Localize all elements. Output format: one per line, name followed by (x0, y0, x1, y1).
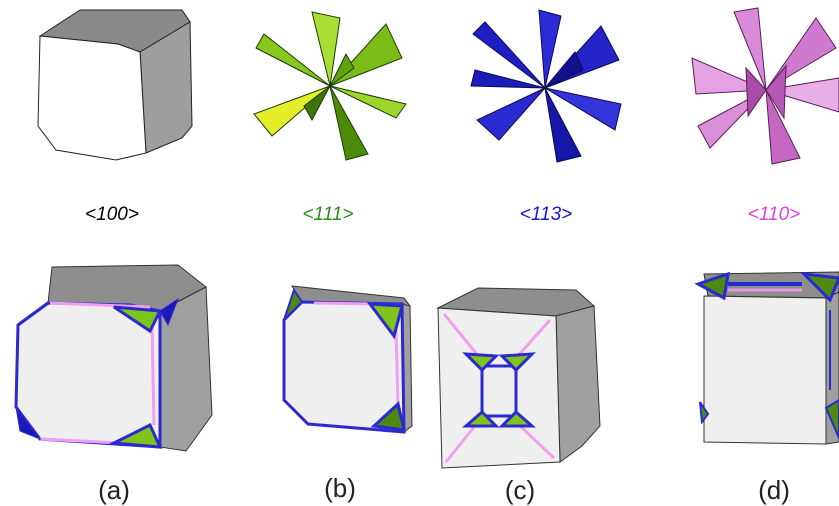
crystal-a-facet (113, 305, 163, 334)
star-110-blade (765, 89, 801, 165)
star-110-blade (745, 66, 767, 118)
star-113-blade (470, 69, 546, 89)
star-113-blade (544, 51, 584, 89)
star-110-blade (765, 64, 787, 120)
star-113-blade (472, 21, 546, 89)
panel-label-c: (c) (504, 475, 536, 505)
crystal-c-edge (516, 422, 556, 460)
star-111-blade (329, 85, 369, 161)
cube-100-front-face (37, 35, 147, 161)
crystal-a-facet (15, 406, 42, 441)
star-113-blade (476, 87, 546, 141)
crystal-c-inner-square (480, 364, 518, 418)
star-113-shape (470, 9, 622, 163)
crystal-a-edge (150, 324, 156, 426)
panel-label-a: (a) (98, 475, 130, 505)
crystal-b (282, 285, 413, 434)
star-113-blade (544, 87, 622, 131)
crystal-c-facet (462, 409, 500, 428)
crystal-b-edge (313, 301, 375, 306)
star-111-blade (329, 52, 355, 87)
crystal-d-facet (824, 398, 839, 439)
crystal-d (694, 271, 839, 445)
crystal-c-edge (442, 313, 482, 359)
star-110-blade (765, 77, 839, 113)
crystal-b-facet (370, 401, 406, 432)
star-111-shape (253, 11, 407, 161)
crystal-a-edge (39, 437, 121, 445)
crystal-b-facet (283, 287, 304, 321)
star-113-blade (544, 87, 582, 163)
star-111-blade (329, 85, 407, 119)
crystal-a-edge (49, 301, 151, 309)
direction-label-100: <100> (85, 204, 139, 225)
crystal-b-edge (394, 329, 400, 407)
crystal-c-facet (498, 409, 536, 428)
star-110-shape (691, 7, 839, 165)
star-111-blade (311, 11, 341, 87)
crystal-c-edge (514, 318, 552, 360)
crystal-c-facet (498, 352, 536, 373)
crystal-d-facet (799, 272, 839, 303)
crystal-a-edge (17, 301, 49, 327)
crystal-b-facet (366, 302, 404, 340)
star-111-blade (253, 85, 331, 137)
crystal-a-facet (159, 297, 180, 327)
crystal-c-side-face (555, 305, 601, 463)
cube-100-shape (37, 9, 193, 161)
crystal-c-facet (462, 352, 500, 373)
crystal-d-facet (699, 401, 710, 425)
crystal-d-facet (694, 271, 730, 301)
star-111-blade (303, 85, 331, 122)
star-111-blade (255, 33, 331, 87)
crystal-d-front-face (703, 295, 827, 445)
crystal-c (436, 287, 601, 469)
star-113-blade (538, 9, 562, 89)
panel-label-b: (b) (324, 473, 356, 503)
star-110-blade (733, 7, 767, 91)
crystal-c-edge (444, 421, 480, 463)
crystal-a (14, 264, 213, 452)
direction-label-111: <111> (302, 204, 354, 225)
crystal-a-facet (108, 422, 163, 449)
panel-label-d: (d) (758, 475, 790, 505)
direction-label-110: <110> (747, 204, 801, 225)
direction-label-113: <113> (519, 204, 573, 225)
